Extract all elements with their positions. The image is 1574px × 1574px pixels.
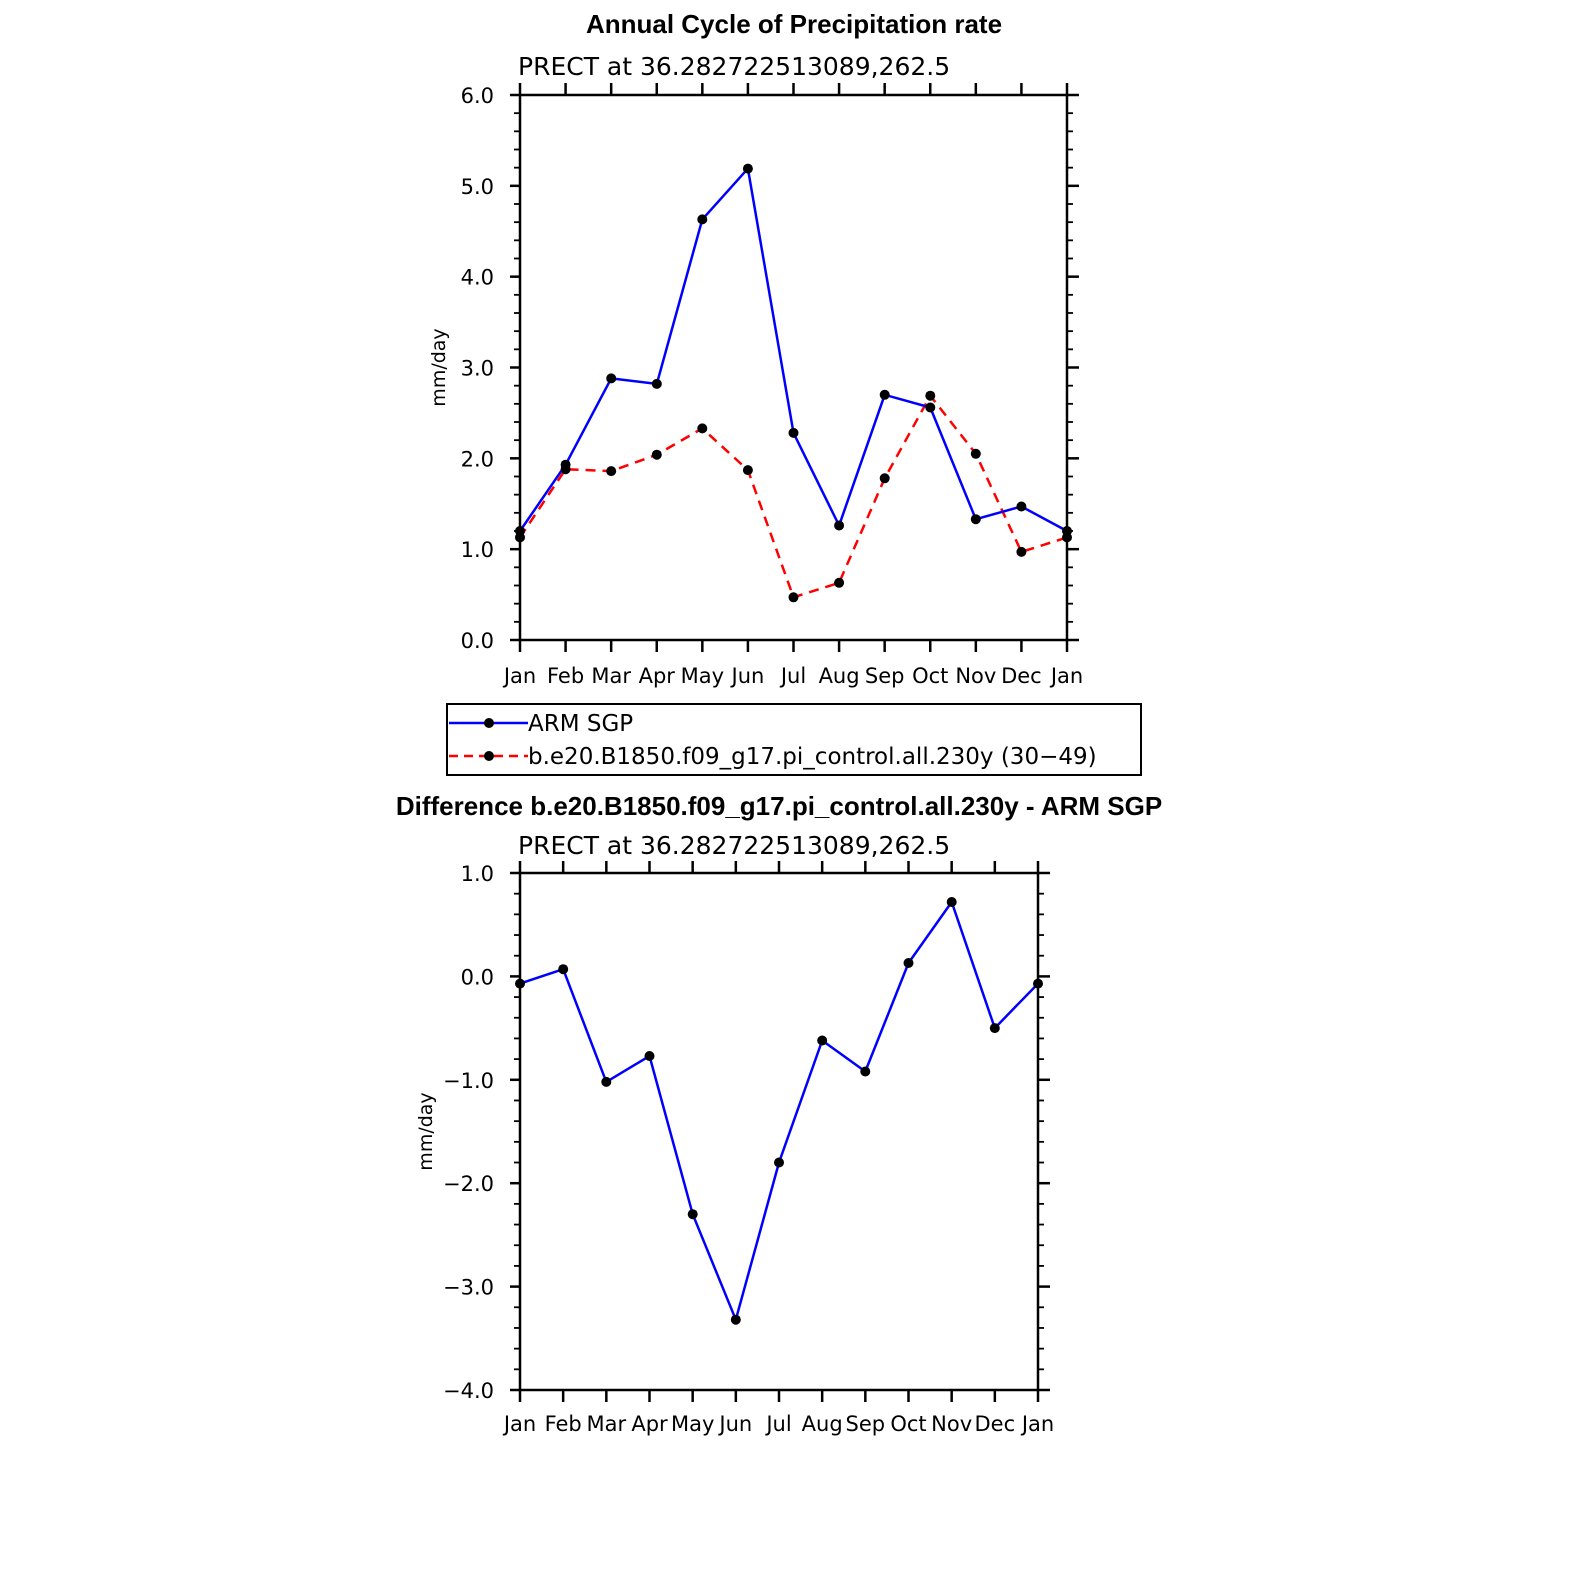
x-tick-label: Dec [1001,664,1042,688]
series-line-0 [519,900,1039,1321]
data-point-s0-6 [788,427,799,438]
data-point-s0-7 [834,520,845,531]
x-tick-label: Nov [955,664,996,688]
data-point-s1-4 [697,423,708,434]
x-tick-label: Feb [547,664,584,688]
x-tick-label: Apr [631,1412,668,1436]
plot-frame [518,871,1040,1392]
data-point-s1-1 [560,464,571,475]
y-tick-label: 4.0 [461,266,494,290]
data-point-s0-5 [730,1314,741,1325]
y-tick-label: 5.0 [461,175,494,199]
y-tick-label: 1.0 [461,862,494,886]
x-tick-label: Oct [912,664,948,688]
legend-label-model: b.e20.B1850.f09_g17.pi_control.all.230y … [528,744,1097,770]
data-point-s0-8 [860,1066,871,1077]
chart1-legend: ARM SGP b.e20.B1850.f09_g17.pi_control.a… [446,703,1142,776]
annual-cycle-chart: Annual Cycle of Precipitation rate PRECT… [428,9,1083,688]
x-tick-label: Oct [890,1412,926,1436]
y-tick-label: −2.0 [443,1172,494,1196]
y-tick-label: 0.0 [461,965,494,989]
data-point-s1-0 [515,532,525,543]
data-point-s0-9 [903,958,914,968]
x-tick-label: Sep [865,664,905,688]
x-tick-label: Nov [931,1412,972,1436]
chart2-subtitle: PRECT at 36.282722513089,262.5 [518,831,950,860]
x-tick-label: May [671,1412,714,1436]
x-tick-label: Jan [1049,664,1083,688]
chart2-ylabel: mm/day [415,1092,437,1170]
x-tick-label: Jun [717,1412,752,1436]
x-tick-label: May [681,664,724,688]
data-point-s0-2 [606,373,617,384]
x-tick-label: Jun [730,664,765,688]
data-point-s0-10 [946,897,957,907]
data-point-s0-5 [742,163,753,174]
y-tick-label: 1.0 [461,538,494,562]
legend-marker-model [484,751,494,761]
chart2-series [515,897,1043,1325]
chart1-series [515,163,1072,603]
data-point-s0-3 [651,378,662,389]
y-tick-label: −3.0 [443,1276,494,1300]
data-point-s0-11 [1016,501,1027,512]
data-point-s1-11 [1016,546,1027,557]
x-tick-label: Mar [587,1412,627,1436]
y-tick-label: −4.0 [443,1379,494,1403]
x-tick-label: Jul [779,664,806,688]
chart1-subtitle: PRECT at 36.282722513089,262.5 [518,52,950,81]
x-tick-label: Jan [502,664,536,688]
data-point-s0-11 [989,1023,1000,1034]
data-point-s1-3 [651,449,662,460]
x-tick-label: Dec [975,1412,1016,1436]
legend-marker-arm-sgp [484,718,494,728]
chart2-axes: Jan Feb Mar Apr May Jun Jul Aug Sep Oct Nov Dec Jan−… [443,861,1054,1436]
y-tick-label: −1.0 [443,1069,494,1093]
x-tick-label: Feb [545,1412,582,1436]
x-tick-label: Apr [639,664,676,688]
data-point-s1-10 [970,448,981,459]
data-point-s0-1 [558,964,569,975]
chart1-axes: Jan Feb Mar Apr May Jun Jul Aug Sep Oct Nov Dec Jan 0… [461,83,1083,688]
x-tick-label: Jan [1020,1412,1054,1436]
data-point-s0-4 [687,1209,698,1220]
y-tick-label: 3.0 [461,357,494,381]
data-point-s0-0 [515,978,525,989]
x-tick-label: Aug [802,1412,843,1436]
data-point-s1-6 [788,592,799,603]
series-line-0 [518,167,1068,533]
y-tick-label: 0.0 [461,629,494,653]
data-point-s0-12 [1033,978,1043,989]
data-point-s1-2 [606,466,617,477]
data-point-s0-8 [879,389,890,400]
difference-chart: Difference b.e20.B1850.f09_g17.pi_contro… [396,791,1162,1436]
data-point-s0-6 [774,1157,784,1168]
chart1-title: Annual Cycle of Precipitation rate [586,9,1002,39]
data-point-s0-9 [925,402,936,413]
data-point-s0-7 [817,1035,828,1046]
legend-box [446,703,1142,776]
plot-frame [518,93,1069,642]
y-tick-label: 6.0 [461,84,494,108]
data-point-s0-2 [601,1076,612,1087]
data-point-s0-3 [644,1051,655,1061]
x-tick-label: Aug [819,664,860,688]
chart1-ylabel: mm/day [428,328,450,406]
data-point-s1-5 [742,465,753,476]
x-tick-label: Jan [502,1412,536,1436]
x-tick-label: Mar [591,664,631,688]
data-point-s0-10 [970,514,981,525]
data-point-s1-8 [879,473,890,484]
data-point-s1-7 [834,577,845,588]
chart2-title: Difference b.e20.B1850.f09_g17.pi_contro… [396,791,1162,821]
x-tick-label: Jul [764,1412,791,1436]
y-tick-label: 2.0 [461,447,494,471]
data-point-s0-4 [697,214,708,225]
data-point-s1-9 [925,390,936,401]
legend-label-arm-sgp: ARM SGP [528,711,633,737]
x-tick-label: Sep [846,1412,886,1436]
data-point-s1-12 [1062,532,1072,543]
